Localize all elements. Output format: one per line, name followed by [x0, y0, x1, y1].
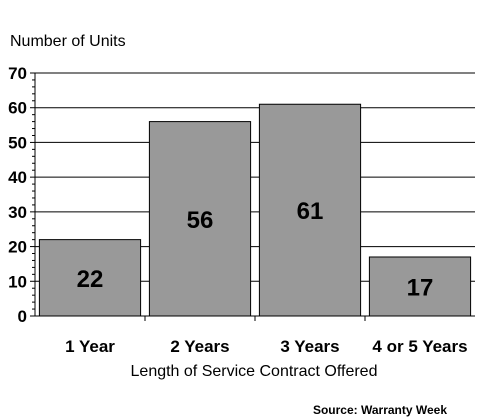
x-tick-label: 4 or 5 Years	[372, 337, 467, 356]
x-tick-label: 3 Years	[280, 337, 339, 356]
y-tick-label: 30	[8, 203, 27, 222]
x-axis-title: Length of Service Contract Offered	[131, 363, 378, 380]
y-tick-label: 60	[8, 99, 27, 118]
bars	[38, 103, 472, 317]
y-tick-label: 20	[8, 238, 27, 257]
data-label: 61	[297, 198, 324, 225]
y-tick-label: 0	[18, 307, 27, 326]
y-tick-label: 70	[8, 64, 27, 83]
bar	[368, 256, 472, 317]
data-label: 17	[407, 274, 434, 301]
bar	[258, 103, 362, 317]
data-labels: 22 56 61 17	[77, 198, 434, 301]
y-axis-ticks: 0 10 20 30 40 50 60 70	[8, 64, 35, 326]
data-label: 22	[77, 266, 104, 293]
y-tick-label: 40	[8, 168, 27, 187]
y-tick-label: 10	[8, 272, 27, 291]
axes	[34, 73, 475, 321]
y-axis-title: Number of Units	[10, 33, 126, 50]
x-tick-label: 1 Year	[65, 337, 115, 356]
bar	[148, 121, 252, 317]
y-tick-label: 50	[8, 133, 27, 152]
source-note: Source: Warranty Week	[313, 403, 447, 417]
x-tick-label: 2 Years	[170, 337, 229, 356]
data-label: 56	[187, 207, 214, 234]
x-axis-tick-labels: 1 Year 2 Years 3 Years 4 or 5 Years	[65, 337, 467, 356]
